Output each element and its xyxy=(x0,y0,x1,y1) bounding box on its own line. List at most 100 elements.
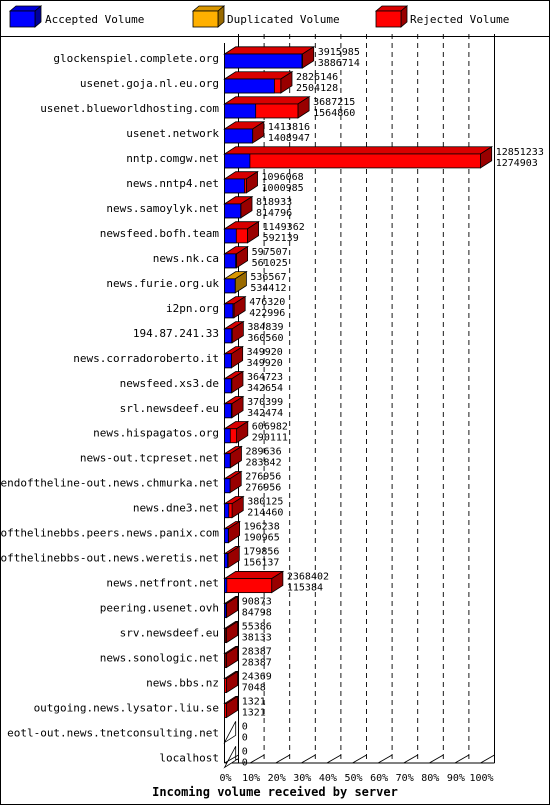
accepted-bar xyxy=(224,553,229,569)
accepted-value-label: 1408947 xyxy=(268,133,310,144)
bar-row xyxy=(223,595,240,619)
accepted-value-label: 1564860 xyxy=(313,108,355,119)
accepted-value-label: 2504128 xyxy=(296,83,338,94)
x-tick-label: 80% xyxy=(421,773,439,784)
total-value-label: 90873 xyxy=(242,597,272,608)
y-tick-label: news.samoylyk.net xyxy=(106,202,219,215)
rejected-bar xyxy=(223,570,285,594)
accepted-value-label: 0 xyxy=(242,733,248,744)
x-tick-label: 40% xyxy=(319,773,337,784)
accepted-value-label: 276956 xyxy=(245,483,281,494)
bar-row xyxy=(223,96,311,119)
accepted-value-label: 38133 xyxy=(242,633,272,644)
total-value-label: 597507 xyxy=(252,247,288,258)
rejected-bar xyxy=(223,145,494,169)
y-tick-label: endoftheline-out.news.chmurka.net xyxy=(0,477,219,490)
bar-row xyxy=(223,470,243,494)
bar-row xyxy=(223,495,245,519)
bar-row xyxy=(223,46,316,69)
total-value-label: 12851233 xyxy=(496,147,544,158)
y-tick-label: news.furie.org.uk xyxy=(106,277,219,290)
accepted-bar xyxy=(224,628,226,643)
rejected-bar xyxy=(223,695,240,719)
y-tick-label: localhost xyxy=(159,752,219,765)
legend-item-rejected: Rejected Volume xyxy=(374,5,509,28)
rejected-bar xyxy=(223,670,240,694)
accepted-value-label: 349920 xyxy=(247,358,283,369)
legend-label-accepted: Accepted Volume xyxy=(45,13,144,26)
accepted-bar xyxy=(224,253,237,269)
legend-swatch-box-rejected xyxy=(374,5,409,28)
accepted-value-label: 561025 xyxy=(252,258,288,269)
legend-item-accepted: Accepted Volume xyxy=(8,5,144,28)
x-tick-label: 60% xyxy=(370,773,388,784)
accepted-bar xyxy=(224,578,228,594)
y-tick-label: endofthelinebbs-out.news.weretis.net xyxy=(0,552,219,565)
accepted-bar xyxy=(224,128,253,144)
accepted-value-label: 84798 xyxy=(242,608,272,619)
accepted-bar xyxy=(224,378,232,394)
accepted-bar xyxy=(224,653,226,668)
accepted-bar xyxy=(224,478,231,494)
y-axis-labels: glockenspiel.complete.org usenet.goja.nl.… xyxy=(0,52,219,765)
y-tick-label: news-out.tcpreset.net xyxy=(80,452,219,465)
accepted-value-label: 534412 xyxy=(250,283,286,294)
total-value-label: 1096068 xyxy=(262,172,304,183)
y-tick-label: 194.87.241.33 xyxy=(133,327,219,340)
accepted-value-label: 1000985 xyxy=(262,183,304,194)
x-tick-label: 90% xyxy=(447,773,465,784)
accepted-bar xyxy=(224,178,245,194)
x-tick-label: 20% xyxy=(268,773,286,784)
total-value-label: 0 xyxy=(242,747,248,758)
y-tick-label: usenet.blueworldhosting.com xyxy=(40,102,219,115)
bar-row xyxy=(223,170,259,194)
total-value-label: 1149362 xyxy=(263,222,305,233)
accepted-value-label: 7048 xyxy=(242,683,266,694)
accepted-value-label: 1321 xyxy=(242,708,266,719)
bar-row xyxy=(223,695,240,719)
total-value-label: 2826146 xyxy=(296,72,338,83)
accepted-bar xyxy=(224,153,251,169)
y-tick-label: news.netfront.net xyxy=(106,577,219,590)
bar-row xyxy=(223,670,240,694)
bar-row xyxy=(223,395,245,419)
total-value-label: 2368402 xyxy=(287,572,329,583)
total-value-label: 289636 xyxy=(245,447,281,458)
x-tick-label: 100% xyxy=(469,773,493,784)
bar-row xyxy=(223,320,245,344)
y-tick-label: srv.newsdeef.eu xyxy=(120,627,219,640)
y-tick-label: nntp.comgw.net xyxy=(126,152,219,165)
y-tick-label: newsfeed.xs3.de xyxy=(120,377,219,390)
accepted-bar xyxy=(224,78,275,94)
bar-row xyxy=(223,345,245,369)
accepted-value-label: 214460 xyxy=(247,508,283,519)
accepted-value-label: 290111 xyxy=(252,433,288,444)
y-tick-label: usenet.goja.nl.eu.org xyxy=(80,77,219,90)
total-value-label: 24369 xyxy=(242,672,272,683)
legend-swatch-box-duplicated xyxy=(191,5,226,28)
bar-row xyxy=(223,145,494,169)
total-value-label: 0 xyxy=(242,722,248,733)
accepted-value-label: 156137 xyxy=(243,558,279,569)
legend: Accepted Volume Duplicated Volume Reject… xyxy=(8,5,509,28)
accepted-value-label: 422996 xyxy=(249,308,285,319)
legend-swatch-duplicated xyxy=(191,5,226,28)
y-tick-label: newsfeed.bofh.team xyxy=(100,227,220,240)
y-tick-label: news.dne3.net xyxy=(133,502,219,515)
accepted-value-label: 342474 xyxy=(247,408,283,419)
accepted-value-label: 190965 xyxy=(244,533,280,544)
total-value-label: 476320 xyxy=(249,297,285,308)
x-tick-label: 70% xyxy=(396,773,414,784)
x-axis-ticks: 0% 10% 20% 30% 40% 50% 60% 70% 80% 90% 100% xyxy=(219,754,495,784)
accepted-value-label: 360560 xyxy=(247,333,283,344)
accepted-bar xyxy=(224,603,227,619)
bar-row xyxy=(223,295,247,319)
y-tick-label: news.nntp4.net xyxy=(126,177,219,190)
y-tick-label: i2pn.org xyxy=(166,302,219,315)
accepted-bar xyxy=(224,203,242,219)
bar-row xyxy=(223,520,241,544)
total-value-label: 1321 xyxy=(242,697,266,708)
y-tick-label: usenet.network xyxy=(126,127,219,140)
